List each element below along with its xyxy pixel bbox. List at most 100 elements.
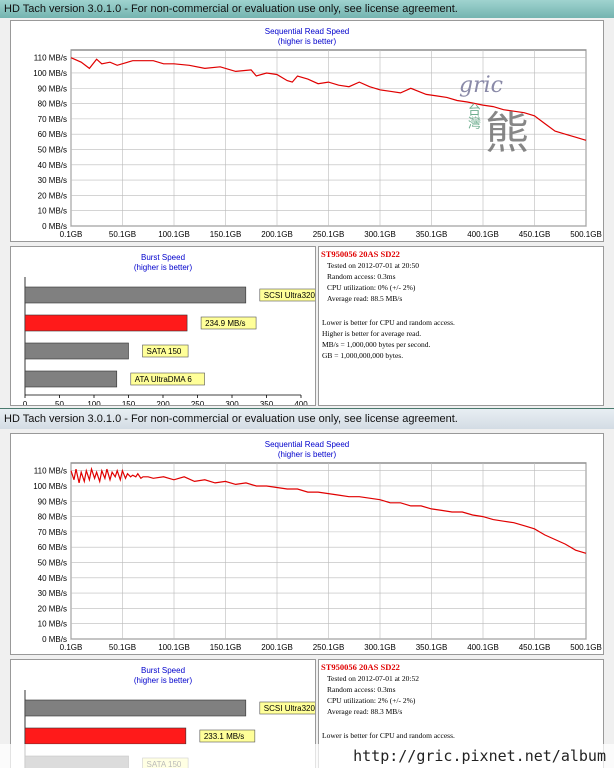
y-tick-label: 70 MB/s — [38, 528, 67, 537]
y-tick-label: 0 MB/s — [42, 222, 67, 231]
bar-label-box — [142, 344, 189, 358]
chart-title: Sequential Read Speed — [265, 27, 350, 36]
x-tick-label: 100.1GB — [158, 230, 190, 239]
bar-label: SCSI Ultra320 — [264, 291, 315, 300]
bar-label: 233.1 MB/s — [204, 732, 244, 741]
logo-text-small: 台灣 — [466, 103, 481, 129]
x-tick-label: 450.1GB — [519, 230, 551, 239]
x-tick-label: 0.1GB — [60, 230, 83, 239]
info-average-read: Average read: 88.5 MB/s — [327, 294, 403, 303]
x-tick-label: 400.1GB — [467, 643, 499, 652]
watermark-bar: http://gric.pixnet.net/album — [0, 744, 614, 768]
burst-speed-chart: Burst Speed (higher is better) 0 50 100 150… — [23, 253, 315, 405]
sequential-read-chart: Sequential Read Speed (higher is better)… — [33, 27, 602, 239]
drive-model: ST950056 20AS SD22 — [321, 662, 400, 672]
info-note: MB/s = 1,000,000 bytes per second. — [322, 340, 431, 349]
y-tick-label: 100 MB/s — [33, 482, 67, 491]
y-tick-label: 20 MB/s — [38, 191, 67, 200]
chart-subtitle: (higher is better) — [134, 676, 193, 685]
info-note: GB = 1,000,000,000 bytes. — [322, 351, 404, 360]
y-tick-label: 10 MB/s — [38, 207, 67, 216]
y-tick-label: 90 MB/s — [38, 497, 67, 506]
drive-info-panel: ST950056 20AS SD22 Tested on 2012-07-01 … — [318, 246, 604, 406]
chart-subtitle: (higher is better) — [134, 263, 193, 272]
bar-label: SCSI Ultra320 — [264, 704, 315, 713]
bar-label: SATA 150 — [147, 347, 182, 356]
info-cpu-utilization: CPU utilization: 2% (+/- 2%) — [327, 696, 416, 705]
chart-subtitle: (higher is better) — [278, 450, 337, 459]
x-tick-label: 400 — [294, 400, 308, 405]
y-tick-label: 30 MB/s — [38, 176, 67, 185]
y-tick-label: 60 MB/s — [38, 543, 67, 552]
info-tested: Tested on 2012-07-01 at 20:50 — [327, 261, 419, 270]
y-tick-label: 110 MB/s — [34, 54, 67, 63]
x-tick-label: 300.1GB — [364, 230, 396, 239]
y-tick-label: 60 MB/s — [38, 130, 67, 139]
x-tick-label: 500.1GB — [570, 643, 602, 652]
y-tick-label: 10 MB/s — [38, 620, 67, 629]
y-tick-label: 0 MB/s — [42, 635, 67, 644]
hdtach-window-2: HD Tach version 3.0.1.0 - For non-commer… — [0, 409, 614, 768]
bar-label: 234.9 MB/s — [205, 319, 245, 328]
x-tick-label: 150.1GB — [210, 643, 242, 652]
x-tick-label: 350.1GB — [416, 643, 448, 652]
burst-bar — [24, 286, 247, 304]
y-tick-label: 40 MB/s — [38, 161, 67, 170]
x-tick-label: 100.1GB — [158, 643, 190, 652]
info-random-access: Random access: 0.3ms — [327, 685, 396, 694]
chart-title: Burst Speed — [141, 666, 185, 675]
x-tick-label: 250.1GB — [313, 643, 345, 652]
y-tick-label: 70 MB/s — [38, 115, 67, 124]
chart-subtitle: (higher is better) — [278, 37, 337, 46]
bar-label-box — [259, 701, 315, 715]
y-tick-label: 110 MB/s — [34, 467, 67, 476]
sequential-read-panel: Sequential Read Speed (higher is better)… — [10, 20, 604, 242]
drive-model: ST950056 20AS SD22 — [321, 249, 400, 259]
info-note: Lower is better for CPU and random acces… — [322, 318, 455, 327]
y-tick-label: 40 MB/s — [38, 574, 67, 583]
y-tick-label: 80 MB/s — [38, 100, 67, 109]
x-tick-label: 150 — [122, 400, 136, 405]
burst-bar — [24, 699, 247, 717]
x-tick-label: 200 — [156, 400, 170, 405]
x-tick-label: 350.1GB — [416, 230, 448, 239]
x-tick-label: 200.1GB — [261, 643, 293, 652]
burst-bar — [24, 342, 129, 360]
y-tick-label: 100 MB/s — [33, 69, 67, 78]
info-note: Lower is better for CPU and random acces… — [322, 731, 455, 740]
x-tick-label: 400.1GB — [467, 230, 499, 239]
sequential-read-chart: Sequential Read Speed (higher is better)… — [33, 440, 602, 652]
bar-label-box — [130, 372, 205, 386]
y-tick-label: 80 MB/s — [38, 513, 67, 522]
x-tick-label: 100 — [87, 400, 101, 405]
x-tick-label: 150.1GB — [210, 230, 242, 239]
bar-label-box — [200, 316, 257, 330]
x-tick-label: 450.1GB — [519, 643, 551, 652]
burst-bar — [24, 727, 187, 745]
speed-series-line — [70, 466, 587, 554]
x-tick-label: 250.1GB — [313, 230, 345, 239]
bar-label-box — [199, 729, 256, 743]
info-tested: Tested on 2012-07-01 at 20:52 — [327, 674, 419, 683]
logo-text-big: 熊 — [485, 109, 529, 158]
x-tick-label: 500.1GB — [570, 230, 602, 239]
x-tick-label: 300 — [225, 400, 239, 405]
chart-title: Sequential Read Speed — [265, 440, 350, 449]
x-tick-label: 50.1GB — [109, 643, 136, 652]
y-tick-label: 90 MB/s — [38, 84, 67, 93]
burst-bar — [24, 314, 188, 332]
sequential-read-panel: Sequential Read Speed (higher is better)… — [10, 433, 604, 655]
window-titlebar[interactable]: HD Tach version 3.0.1.0 - For non-commer… — [0, 409, 614, 429]
window-titlebar[interactable]: HD Tach version 3.0.1.0 - For non-commer… — [0, 0, 614, 18]
bar-label-box — [259, 288, 315, 302]
x-tick-label: 200.1GB — [261, 230, 293, 239]
x-tick-label: 0 — [23, 400, 28, 405]
speed-series-line — [70, 57, 587, 141]
watermark-url: http://gric.pixnet.net/album — [353, 747, 606, 765]
x-tick-label: 350 — [260, 400, 274, 405]
y-tick-label: 50 MB/s — [38, 145, 67, 154]
info-cpu-utilization: CPU utilization: 0% (+/- 2%) — [327, 283, 416, 292]
x-tick-label: 250 — [191, 400, 205, 405]
y-tick-label: 30 MB/s — [38, 589, 67, 598]
burst-bar — [24, 370, 118, 388]
